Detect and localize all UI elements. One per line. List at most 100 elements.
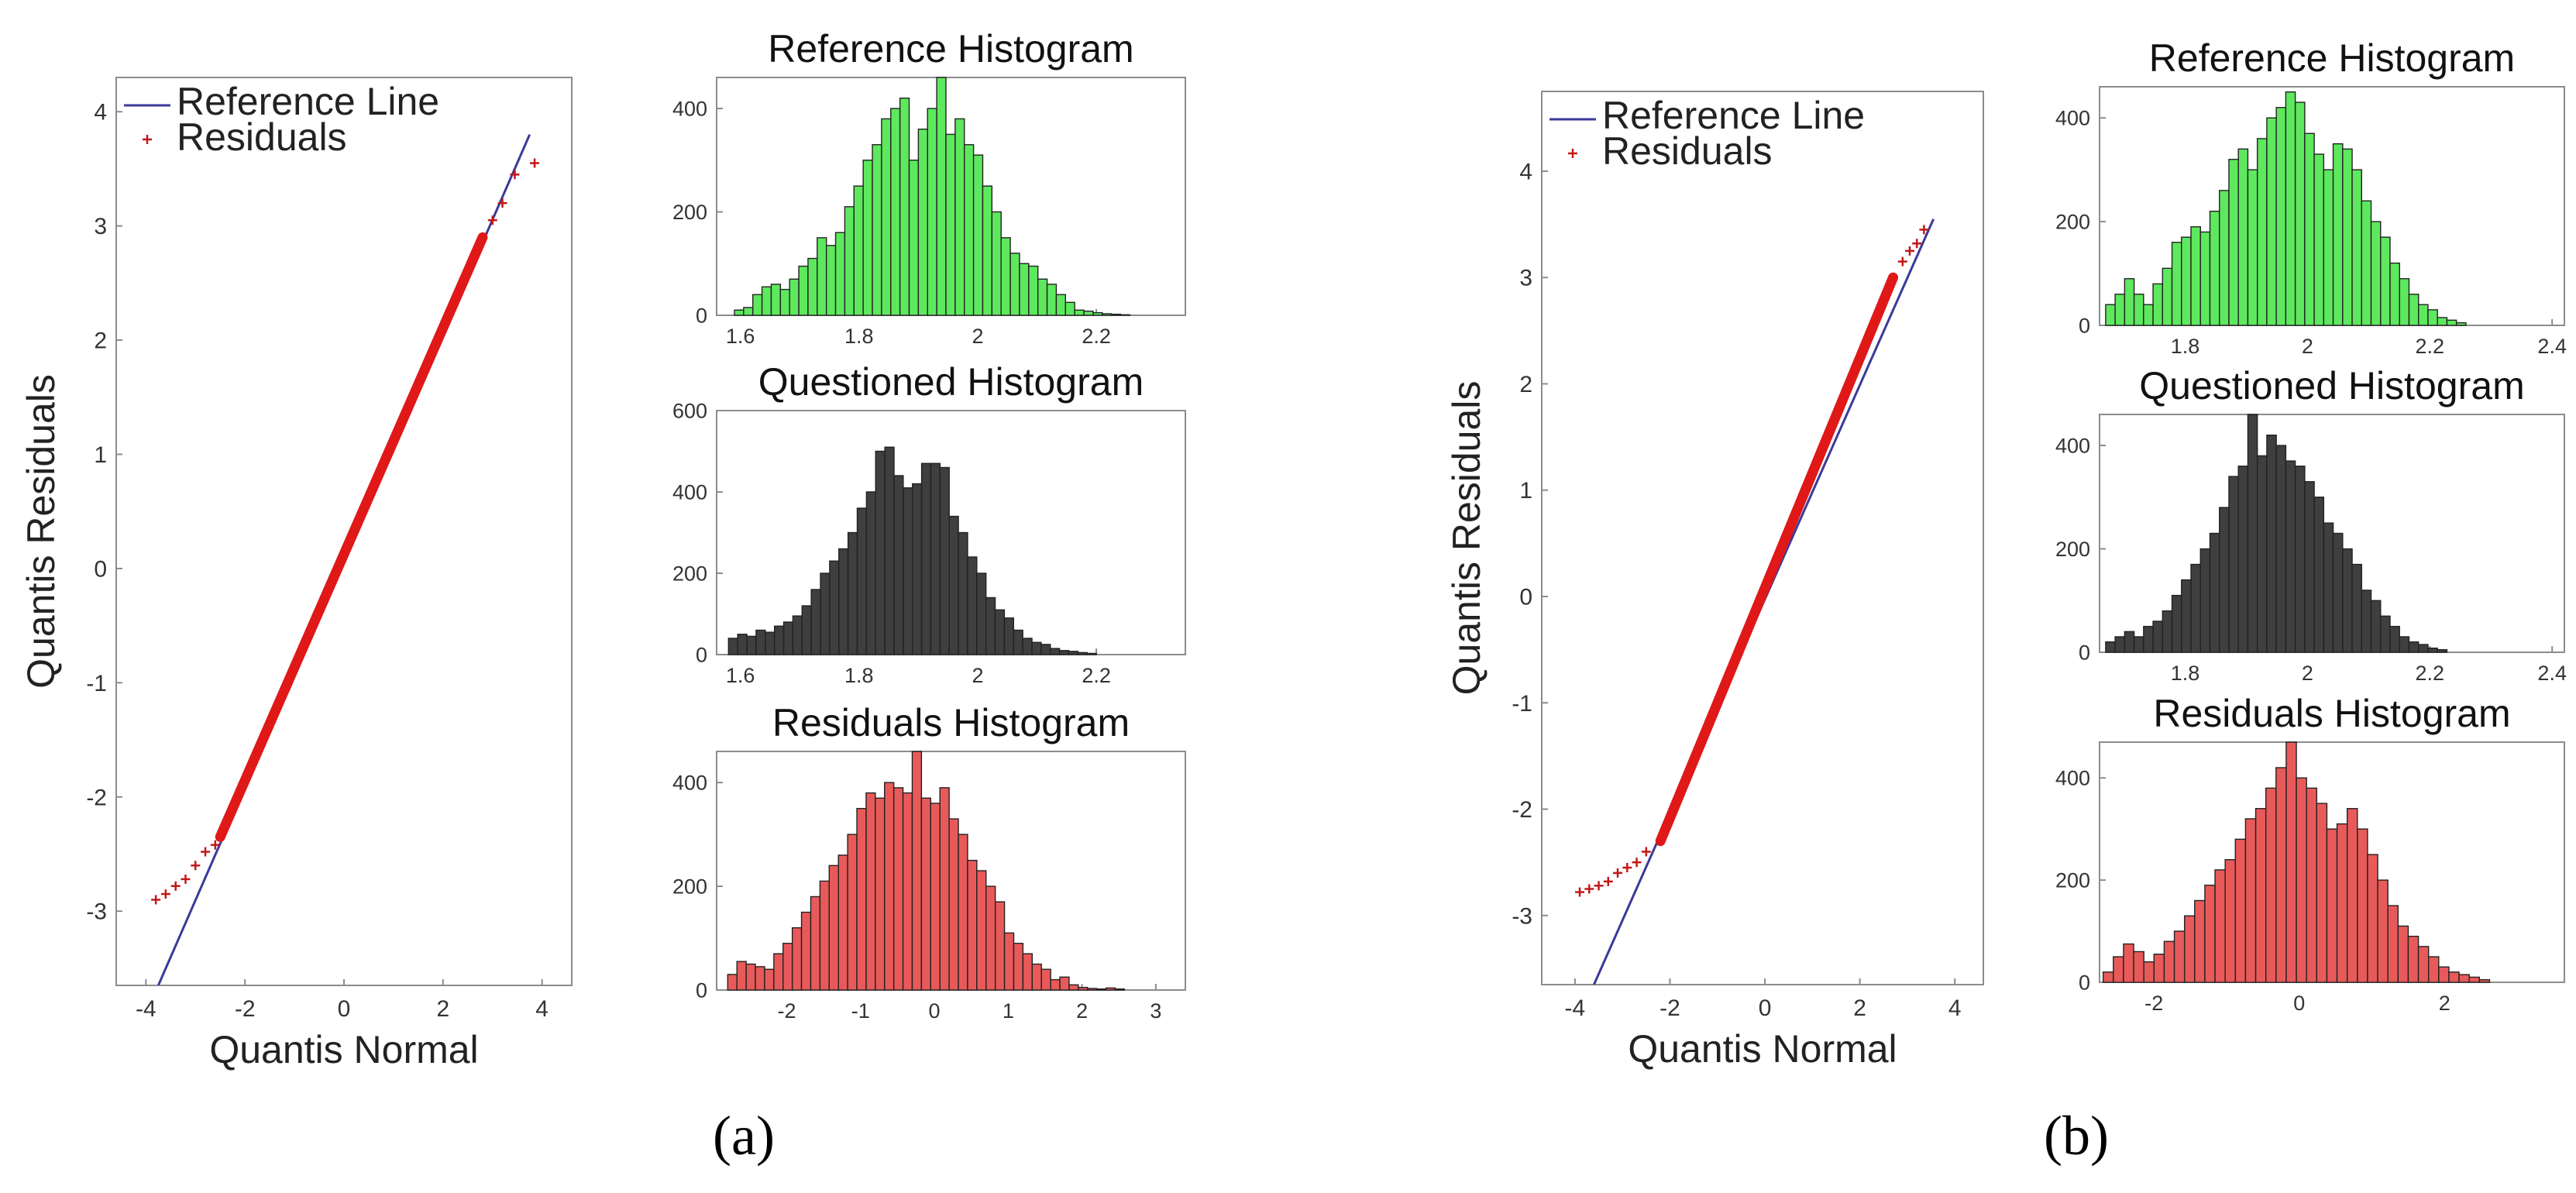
b-ref-bar [2143,304,2154,326]
a-qq-x-tick-label: -2 [235,996,256,1022]
a-qq-residual-point [497,198,507,208]
b-ref-bar [2237,148,2249,326]
a-res-bar [958,834,968,991]
b-que-bar [2162,610,2173,653]
a-que-y-tick-label: 0 [696,643,707,666]
a-res-bar [810,896,821,991]
b-que-bar [2124,631,2135,653]
b-ref-bar [2304,132,2315,326]
a-que-bar [976,572,987,655]
b-res-bar [2153,954,2165,983]
a-que-bar [1058,650,1070,655]
b-que-bar [2427,647,2438,653]
b-ref-bar [2228,159,2239,326]
b-qq-chart: -4 -2 0 2 4 -3 -2 -1 0 1 2 3 4 Quantis Normal Quantis … [1445,91,1984,1071]
a-res-bar [736,961,747,991]
a-ref-bar [899,97,910,316]
b-res-bar [2438,966,2450,983]
a-ref-bar [862,160,873,316]
b-res-bar [2387,905,2399,983]
a-res-bar [1105,987,1116,991]
a-ref-bar [881,118,892,316]
b-res-title: Residuals Histogram [2153,692,2510,735]
a-res-bar [875,797,886,991]
b-que-bar [2133,636,2144,653]
b-que-bar [2380,615,2391,653]
a-res-y-tick-label: 200 [672,875,707,899]
b-que-bar [2294,466,2306,653]
a-ref-bar [991,211,1002,316]
b-res-bar [2214,869,2226,983]
a-que-bar [765,631,776,655]
a-ref-bar [853,185,864,316]
a-res-bar [819,880,830,991]
a-que-bar [1077,652,1088,655]
b-ref-bar [2219,190,2230,326]
b-que-bar [2228,476,2239,653]
b-ref-bar [2275,107,2287,326]
b-res-bar [2357,828,2368,983]
b-res-bar [2133,951,2144,983]
b-que-bar [2399,636,2410,653]
a-res-bar [1050,978,1061,991]
a-ref-bar [770,284,782,316]
b-ref-bar [2332,143,2344,326]
b-que-bar [2437,648,2448,653]
a-que-x-tick-label: 1.8 [844,664,874,687]
a-qq-residual-point [151,895,161,905]
a-que-bar [958,531,968,655]
a-que-bar [838,548,849,655]
b-que-bar [2332,532,2344,653]
b-ref-bars [2105,91,2467,326]
b-res-bar [2113,956,2124,983]
b-que-bar [2370,600,2382,653]
a-res-x-tick-label: 1 [1003,999,1014,1023]
b-res-x-tick-label: 0 [2293,992,2305,1015]
a-que-bar [810,589,821,655]
a-que-bars [727,446,1097,655]
a-res-x-tick-label: 3 [1150,999,1161,1023]
a-res-bar [930,803,941,991]
a-res-bar [884,782,895,991]
b-ref-bar [2209,210,2220,326]
a-ref-bar [1102,313,1113,316]
b-que-bar [2342,548,2353,653]
b-ref-bar [2247,169,2258,326]
a-ref-bar [1019,263,1030,316]
a-ref-bar [807,257,818,316]
a-qq-y-tick-label: 2 [94,328,107,354]
b-res-bar [2306,787,2318,983]
b-que-title: Questioned Histogram [2139,364,2524,407]
b-que-bar [2361,590,2372,653]
a-que-bar [773,625,785,655]
a-res-bar [856,807,867,991]
a-que-bar [755,629,766,655]
a-res-x-tick-label: -2 [778,999,796,1023]
a-que-bar [1003,617,1014,655]
b-res-bar [2458,974,2470,983]
b-ref-y-tick-label: 400 [2055,107,2090,130]
a-ref-bar [1009,253,1020,316]
b-qq-plot-area [1575,218,1935,985]
b-res-x-tick-label: 2 [2439,992,2450,1015]
b-ref-bar [2256,138,2268,326]
a-qq-x-tick-label: 2 [436,996,449,1022]
b-que-bar [2418,644,2429,653]
b-res-bar [2102,971,2114,983]
a-que-x-tick-label: 1.6 [726,664,755,687]
a-ref-bar [954,118,965,316]
b-qq-residual-point [1897,256,1907,266]
a-res-x-tick-label: -1 [851,999,870,1023]
a-res-bar [902,792,913,991]
a-que-bar [893,475,904,655]
b-res-bar [2346,808,2358,983]
b-ref-bar [2418,304,2429,326]
a-que-bar [920,462,932,655]
b-qq-x-axis-label: Quantis Normal [1628,1027,1897,1071]
b-res-bar [2316,803,2328,983]
a-res-bar [847,834,858,991]
a-res-bars [727,751,1126,991]
b-qq-y-tick-label: -2 [1512,797,1532,823]
